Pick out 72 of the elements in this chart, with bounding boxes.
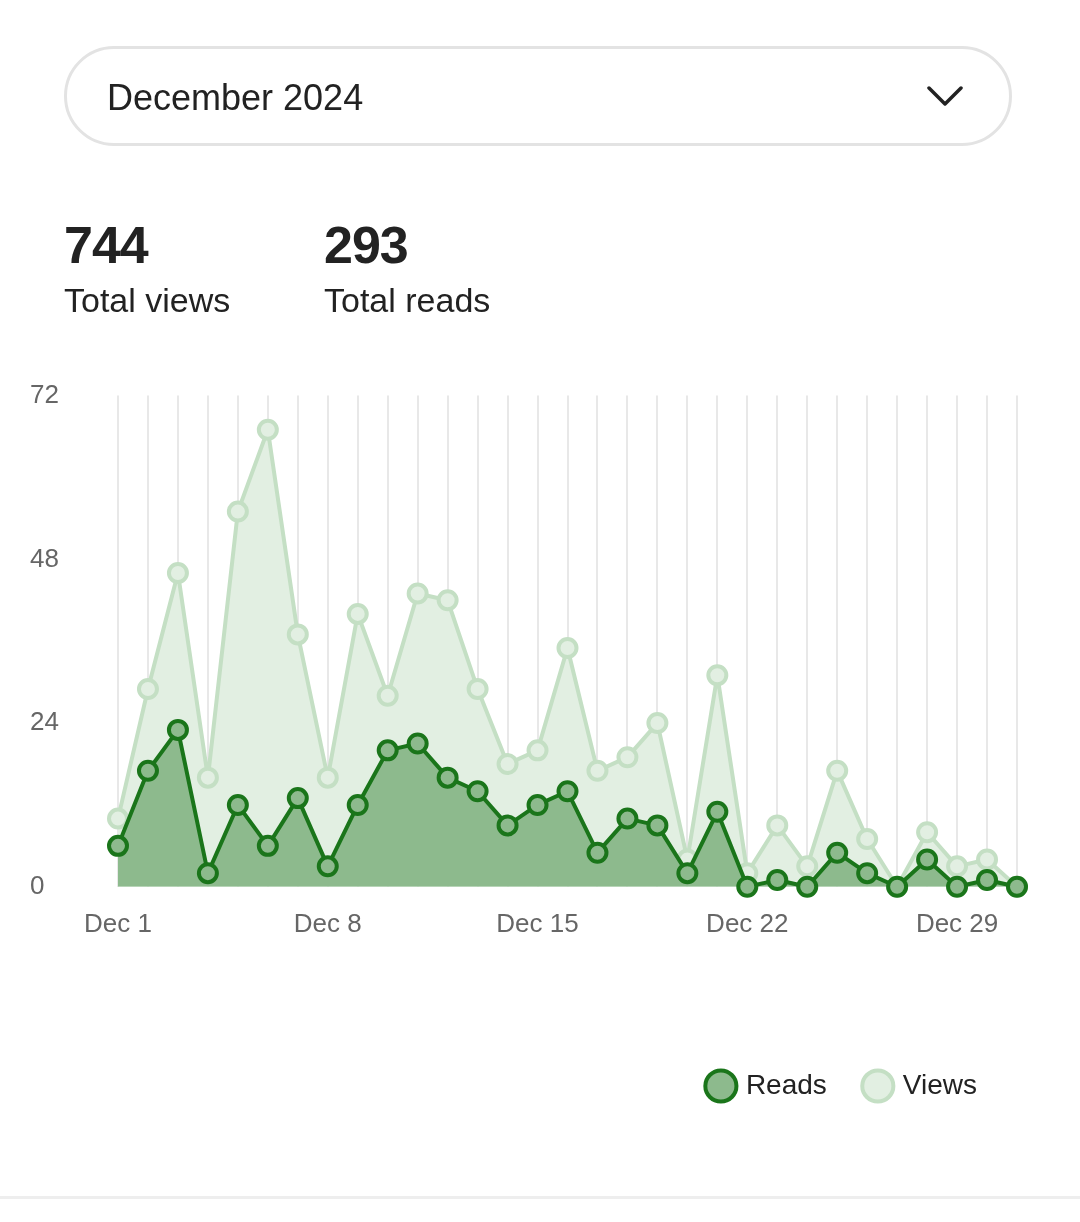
point	[946, 875, 969, 898]
text: Total reads	[324, 281, 491, 320]
point	[376, 739, 399, 762]
x-tick-label: Dec 29	[915, 907, 999, 938]
point	[616, 746, 639, 769]
y-tick-label: 0	[30, 869, 45, 900]
point	[436, 589, 459, 612]
point	[976, 848, 999, 871]
point	[526, 793, 549, 816]
point	[466, 780, 489, 803]
point	[256, 834, 279, 857]
point	[346, 602, 369, 625]
point	[586, 841, 609, 864]
point	[466, 677, 489, 700]
y-tick-label: 24	[30, 706, 59, 737]
text: 744	[64, 215, 150, 275]
x-tick-label: Dec 22	[706, 907, 789, 938]
point	[107, 807, 129, 830]
point	[526, 739, 549, 762]
point	[286, 623, 309, 646]
point	[556, 637, 579, 660]
point	[376, 684, 399, 707]
text: 293	[324, 215, 409, 275]
y-tick-label: 72	[30, 378, 59, 409]
point	[406, 582, 429, 605]
point	[916, 848, 939, 871]
point	[826, 759, 849, 782]
point	[136, 677, 159, 700]
point	[736, 875, 759, 898]
point	[136, 759, 159, 782]
point	[706, 664, 729, 687]
point	[856, 862, 879, 885]
point	[286, 787, 309, 810]
point	[586, 759, 609, 782]
point	[436, 766, 459, 789]
point	[946, 855, 969, 878]
x-tick-label: Dec 15	[496, 907, 579, 938]
point	[107, 834, 129, 857]
point	[646, 712, 669, 735]
point	[166, 561, 189, 584]
point	[766, 814, 789, 837]
point	[226, 500, 249, 523]
chart-title: December 2024	[107, 77, 364, 119]
point	[346, 793, 369, 816]
legend-label: Views	[902, 1068, 977, 1100]
point	[316, 766, 339, 789]
text: Total views	[64, 281, 231, 320]
point	[496, 814, 519, 837]
x-tick-label: Dec 1	[84, 907, 152, 938]
point	[406, 732, 429, 755]
point	[616, 807, 639, 830]
point	[706, 800, 729, 823]
point	[646, 814, 669, 837]
point	[796, 855, 819, 878]
point	[226, 793, 249, 816]
point	[976, 868, 999, 891]
x-tick-label: Dec 8	[293, 907, 362, 938]
point	[196, 862, 219, 885]
point	[676, 862, 699, 885]
legend-label: Reads	[745, 1068, 827, 1100]
point	[256, 418, 279, 441]
point	[766, 868, 789, 891]
point	[556, 780, 579, 803]
point	[856, 828, 879, 851]
point	[496, 753, 519, 775]
point	[826, 841, 849, 864]
point	[316, 855, 339, 878]
point	[196, 766, 219, 789]
point	[916, 821, 939, 844]
y-tick-label: 48	[30, 542, 59, 573]
point	[796, 875, 819, 898]
point	[166, 718, 189, 741]
